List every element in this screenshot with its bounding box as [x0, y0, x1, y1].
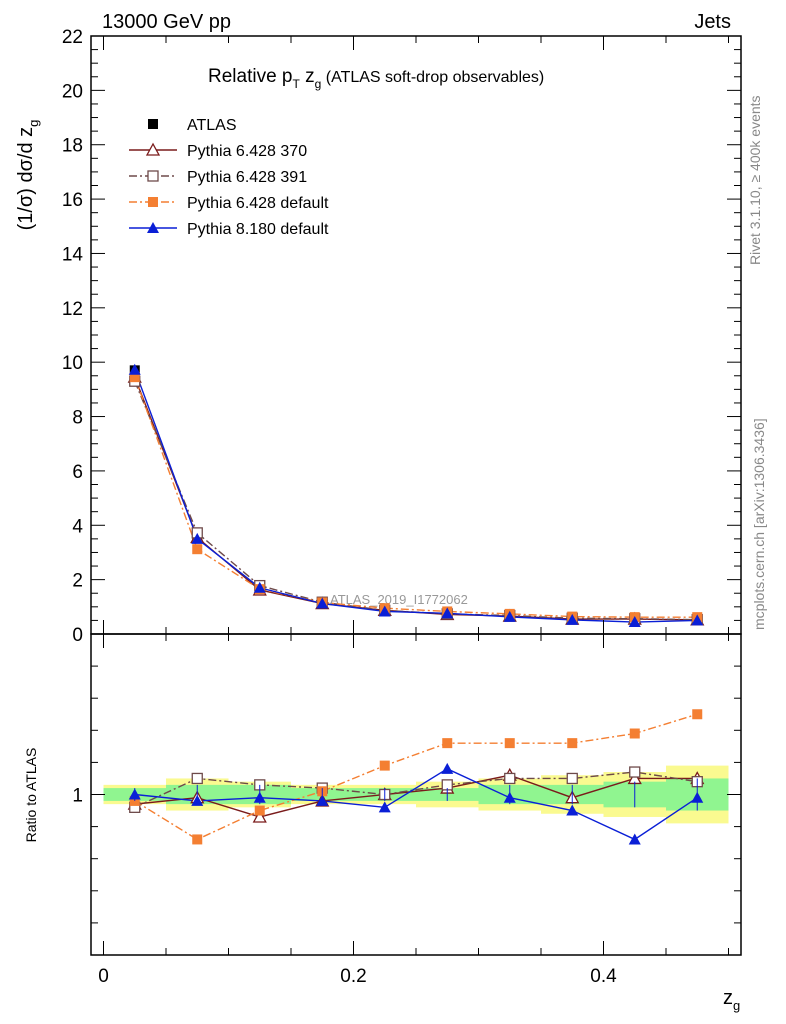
point-4-9	[691, 614, 704, 626]
ratio-point-2-8	[629, 766, 641, 778]
y-tick-label: 10	[62, 353, 83, 374]
legend-label-1: Pythia 6.428 370	[187, 143, 307, 160]
ratio-point-3-8	[629, 728, 640, 739]
title-z: z	[300, 66, 315, 87]
ratio-line-2	[134, 771, 698, 808]
ratio-line-4	[134, 768, 698, 841]
point-4-7	[566, 613, 579, 625]
x-axis-label-main: z	[723, 987, 733, 1009]
y-tick-label: 20	[62, 81, 83, 102]
y-tick-label: 22	[62, 27, 83, 48]
y-axis-label-sub: g	[26, 120, 41, 127]
y-tick-label: 2	[72, 571, 83, 592]
y-tick-label: 0	[72, 625, 83, 646]
title-sub-g: g	[315, 77, 322, 91]
point-3-0	[129, 372, 140, 383]
legend: ATLAS Pythia 6.428 370 Pythia 6.428 391 Pyt…	[129, 117, 329, 238]
legend-label-2: Pythia 6.428 391	[187, 169, 307, 186]
x-axis-label: zg	[723, 987, 740, 1013]
x-tick-label: 0	[98, 966, 109, 987]
ratio-point-4-5	[441, 762, 454, 774]
series-line-4	[134, 369, 698, 623]
y-tick-label: 16	[62, 190, 83, 211]
energy-label: 13000 GeV pp	[102, 11, 231, 33]
point-4-6	[503, 610, 516, 622]
ratio-point-3-7	[567, 738, 578, 749]
y-tick-label: 4	[72, 516, 83, 537]
point-4-0	[128, 363, 141, 375]
legend-label-0: ATLAS	[187, 117, 237, 134]
ratio-point-3-2	[254, 805, 265, 816]
point-4-1	[191, 532, 204, 544]
ratio-y-tick-label: 1	[72, 786, 83, 807]
legend-marker-1	[145, 142, 161, 156]
series-line-3	[134, 376, 698, 618]
ratio-line-3	[134, 713, 698, 841]
title-suffix: (ATLAS soft-drop observables)	[321, 69, 544, 86]
point-4-4	[378, 605, 391, 617]
title-sub-t: T	[293, 77, 301, 91]
ratio-point-3-5	[442, 738, 453, 749]
x-tick-label: 0.4	[590, 966, 617, 987]
y-axis-label: (1/σ) dσ/d zg	[15, 120, 41, 231]
legend-label-4: Pythia 8.180 default	[187, 221, 329, 238]
legend-marker-4	[147, 222, 159, 233]
y-tick-label: 8	[72, 408, 83, 429]
y-tick-label: 6	[72, 462, 83, 483]
legend-label-3: Pythia 6.428 default	[187, 195, 329, 212]
chart-title: Relative pT zg (ATLAS soft-drop observab…	[208, 66, 544, 91]
point-3-1	[192, 544, 203, 555]
mcplots-label: mcplots.cern.ch [arXiv:1306.3436]	[751, 418, 767, 630]
y-tick-label: 18	[62, 136, 83, 157]
series-line-1	[134, 376, 698, 621]
y-axis-label-main: (1/σ) dσ/d z	[15, 127, 37, 231]
point-4-2	[253, 581, 266, 593]
main-plot	[127, 363, 705, 628]
title-main: Relative p	[208, 66, 293, 87]
rivet-label: Rivet 3.1.10, ≥ 400k events	[747, 95, 763, 265]
y-tick-label: 12	[62, 299, 83, 320]
point-4-5	[441, 607, 454, 619]
ratio-point-4-4	[378, 801, 391, 813]
point-4-8	[628, 616, 641, 628]
ratio-y-label: Ratio to ATLAS	[23, 748, 39, 843]
ratio-point-2-6	[504, 772, 516, 785]
y-tick-label: 14	[62, 244, 84, 265]
analysis-watermark: ATLAS_2019_I1772062	[330, 592, 468, 607]
ratio-point-3-6	[504, 738, 515, 749]
ratio-plot	[103, 709, 729, 845]
x-axis-label-sub: g	[733, 998, 740, 1013]
point-4-3	[316, 597, 329, 609]
process-label: Jets	[694, 11, 731, 33]
ratio-point-1-2	[252, 809, 267, 823]
ratio-point-4-7	[566, 804, 579, 816]
legend-marker-3	[148, 197, 158, 207]
x-tick-label: 0.2	[340, 966, 366, 987]
ratio-point-4-8	[628, 833, 641, 845]
legend-marker-2	[147, 170, 159, 182]
legend-marker-0	[148, 119, 158, 129]
ratio-point-3-4	[379, 760, 390, 771]
ratio-point-2-1	[191, 772, 203, 785]
ratio-point-3-9	[692, 709, 703, 720]
ratio-line-1	[134, 774, 698, 818]
series-line-2	[134, 380, 698, 621]
ratio-point-3-1	[192, 834, 203, 845]
ratio-point-2-7	[566, 772, 578, 785]
